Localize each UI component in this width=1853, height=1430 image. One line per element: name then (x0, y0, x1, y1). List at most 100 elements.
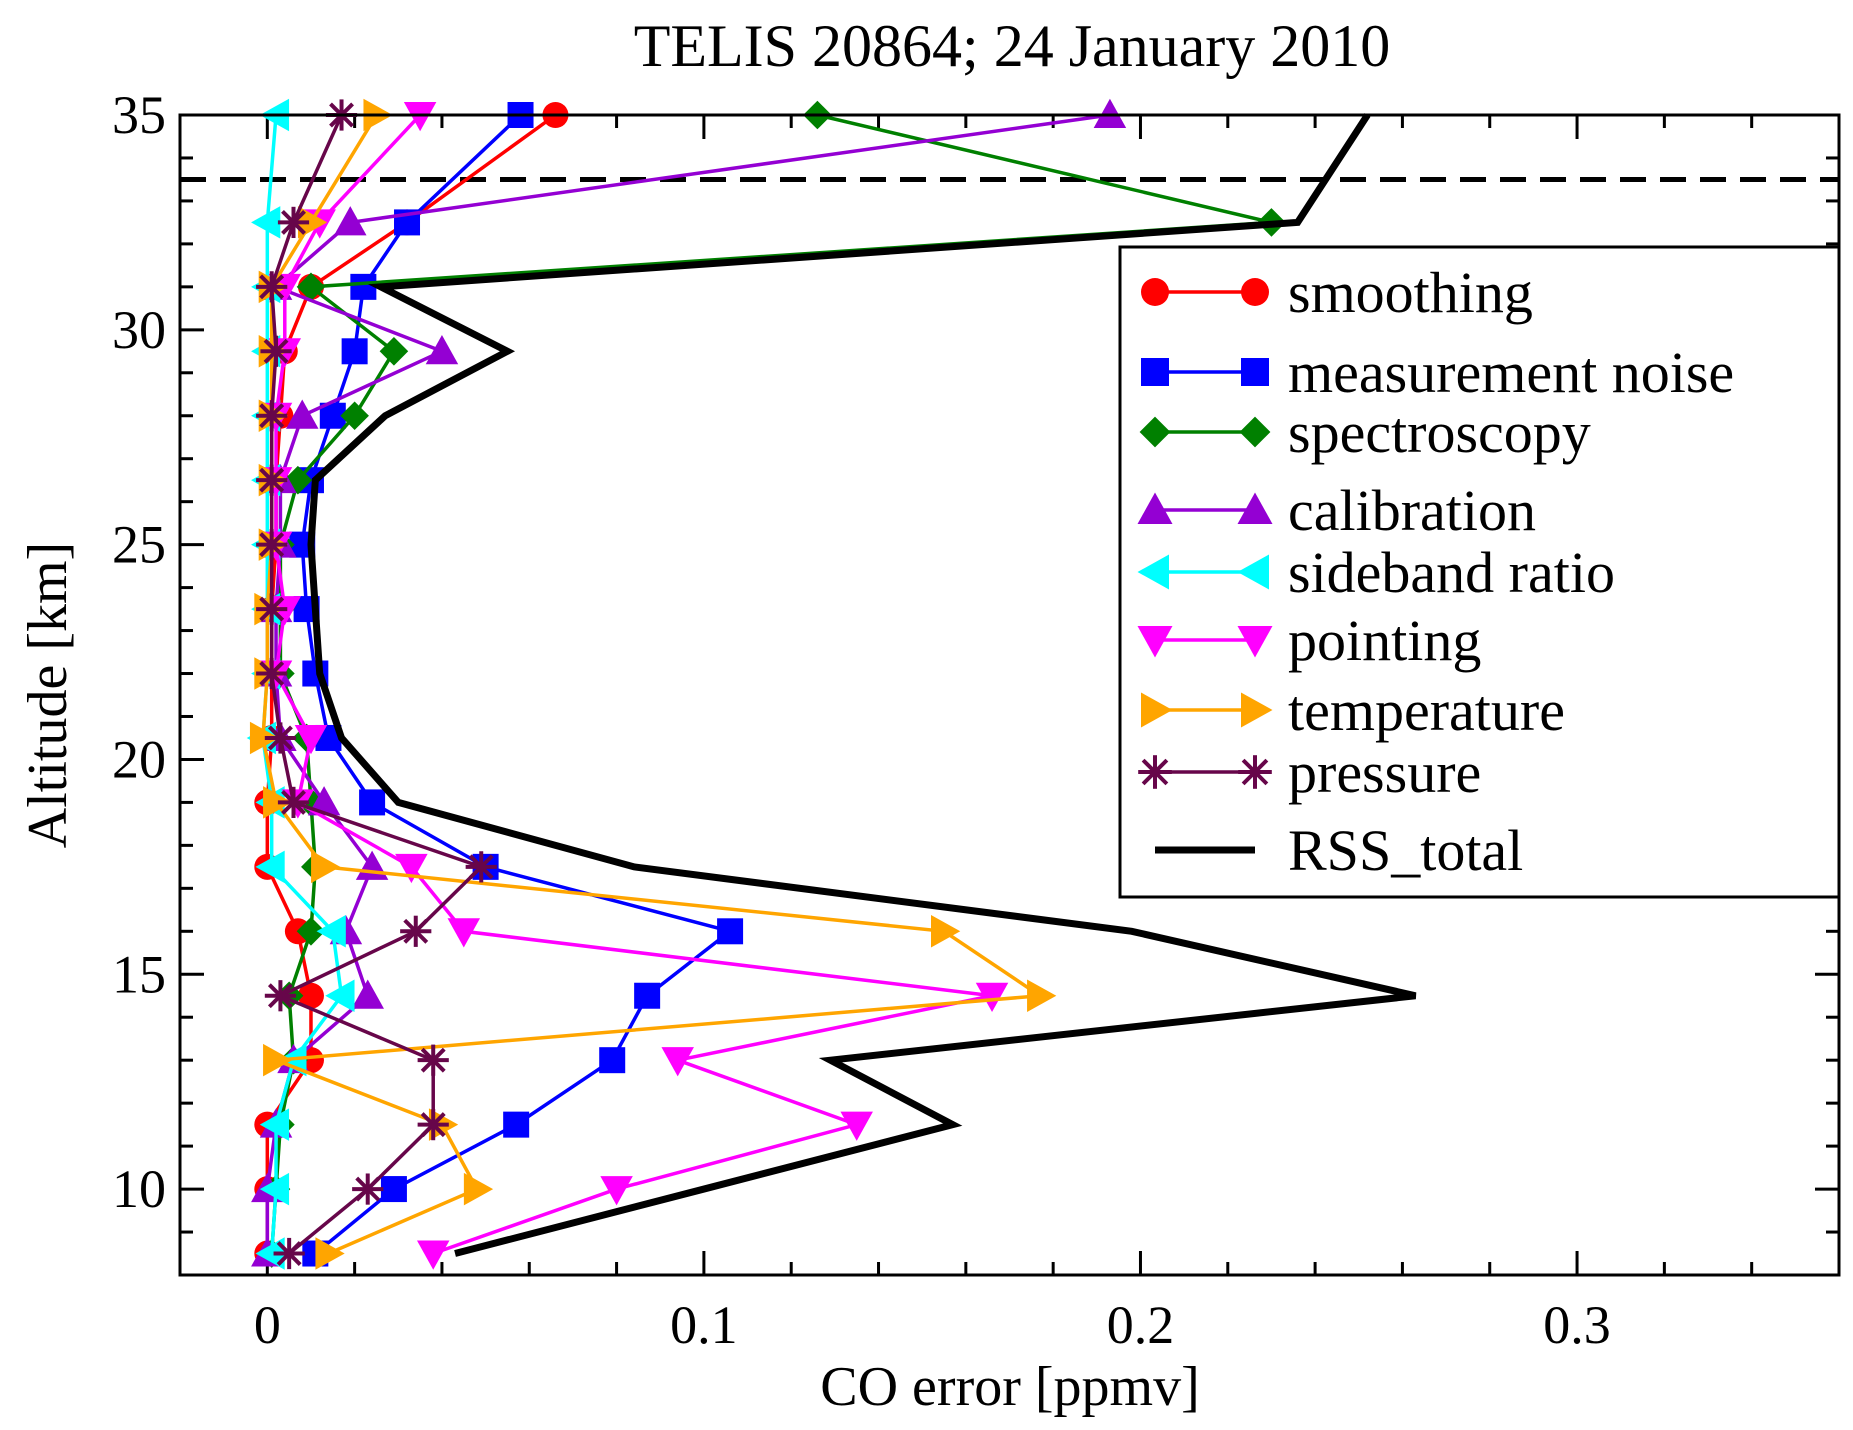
legend-label: spectroscopy (1288, 400, 1591, 465)
y-tick-label: 25 (112, 515, 166, 575)
legend-label: pressure (1288, 740, 1481, 805)
data-point-triangle-up (1237, 492, 1273, 524)
data-point-star (277, 786, 310, 819)
legend-item: measurement noise (1141, 340, 1734, 405)
legend-item: pointing (1137, 608, 1481, 673)
y-axis-label: Altitude [km] (17, 542, 79, 848)
legend-label: sideband ratio (1288, 540, 1615, 605)
data-point-triangle-right (263, 786, 293, 819)
data-point-triangle-right (463, 1172, 494, 1206)
data-point-triangle-right (1241, 692, 1273, 728)
data-point-diamond (1139, 416, 1171, 448)
legend-label: RSS_total (1288, 818, 1523, 883)
data-point-triangle-down (600, 1176, 633, 1206)
data-point-triangle-right (249, 721, 280, 755)
data-point-triangle-right (1027, 979, 1057, 1012)
data-point-square (1241, 358, 1269, 386)
data-point-square (341, 338, 368, 365)
y-tick-label: 20 (112, 729, 166, 789)
legend-item: calibration (1137, 478, 1536, 543)
data-point-star (256, 593, 288, 625)
data-point-triangle-left (255, 850, 285, 884)
data-point-triangle-down (840, 1111, 873, 1141)
legend-item: temperature (1141, 678, 1565, 743)
legend-label: smoothing (1288, 260, 1533, 325)
data-point-triangle-up (1093, 98, 1127, 128)
data-point-triangle-left (259, 1172, 290, 1206)
x-tick-label: 0.2 (1107, 1295, 1175, 1355)
series-measurement-noise (289, 102, 744, 1267)
legend-label: measurement noise (1288, 340, 1734, 405)
data-point-star (256, 400, 288, 432)
data-point-diamond (283, 465, 313, 495)
legend-item: sideband ratio (1137, 540, 1615, 605)
data-point-triangle-down (395, 853, 428, 884)
legend-item: pressure (1138, 740, 1481, 805)
data-point-triangle-left (1237, 554, 1269, 590)
data-point-triangle-down (1237, 626, 1273, 658)
data-point-star (264, 722, 297, 754)
data-point-star (400, 915, 432, 947)
data-point-star (273, 1237, 305, 1270)
data-point-star (256, 464, 288, 496)
data-point-star (417, 1109, 449, 1141)
legend-item: smoothing (1141, 260, 1533, 325)
x-tick-label: 0 (254, 1295, 281, 1355)
x-tick-label: 0.1 (670, 1295, 738, 1355)
data-point-triangle-left (316, 915, 346, 948)
data-point-star (352, 1173, 384, 1205)
data-point-triangle-down (403, 102, 437, 132)
legend-label: pointing (1288, 608, 1481, 673)
data-point-diamond (1239, 416, 1271, 448)
chart-title: TELIS 20864; 24 January 2010 (634, 13, 1391, 79)
data-point-triangle-right (1141, 692, 1173, 728)
data-point-star (1138, 755, 1172, 789)
data-point-triangle-down (416, 1240, 450, 1270)
data-point-star (277, 206, 310, 239)
y-tick-label: 35 (112, 85, 166, 145)
data-point-triangle-down (1137, 626, 1173, 658)
data-point-star (256, 271, 288, 303)
data-point-triangle-up (285, 399, 319, 429)
data-point-star (264, 980, 297, 1012)
data-point-diamond (296, 272, 326, 302)
x-tick-label: 0.3 (1543, 1295, 1611, 1355)
y-tick-label: 10 (112, 1159, 166, 1219)
legend-label: temperature (1288, 678, 1565, 743)
data-point-diamond (340, 401, 369, 431)
data-point-circle (297, 982, 324, 1009)
data-point-square (380, 1176, 407, 1203)
data-point-triangle-down (975, 982, 1009, 1012)
data-point-diamond (379, 336, 409, 366)
data-point-triangle-right (311, 850, 341, 884)
data-point-triangle-right (931, 915, 961, 948)
data-point-triangle-up (1137, 492, 1173, 524)
data-point-star (465, 851, 497, 883)
data-point-star (260, 335, 292, 367)
y-tick-label: 15 (112, 944, 166, 1004)
data-point-triangle-down (447, 918, 481, 948)
data-point-triangle-left (1137, 554, 1169, 590)
data-point-triangle-left (255, 1237, 285, 1270)
data-point-triangle-right (297, 206, 328, 239)
data-point-square (717, 918, 744, 945)
y-tick-label: 30 (112, 300, 166, 360)
legend-item: spectroscopy (1139, 400, 1591, 465)
data-point-star (417, 1044, 449, 1076)
data-point-diamond (296, 916, 326, 946)
data-point-triangle-up (425, 335, 459, 365)
data-point-star (256, 529, 288, 561)
data-point-triangle-down (661, 1047, 694, 1077)
data-point-triangle-left (325, 979, 355, 1012)
data-point-triangle-left (259, 1108, 290, 1141)
data-point-triangle-up (307, 786, 341, 816)
data-point-square (1141, 358, 1169, 386)
series-pressure (256, 99, 497, 1270)
data-point-square (634, 982, 661, 1009)
x-axis-label: CO error [ppmv] (820, 1356, 1199, 1418)
data-point-circle (1141, 278, 1169, 306)
series-rss-total (307, 113, 1417, 1257)
data-point-triangle-right (315, 1237, 345, 1270)
data-point-triangle-up (334, 206, 367, 236)
